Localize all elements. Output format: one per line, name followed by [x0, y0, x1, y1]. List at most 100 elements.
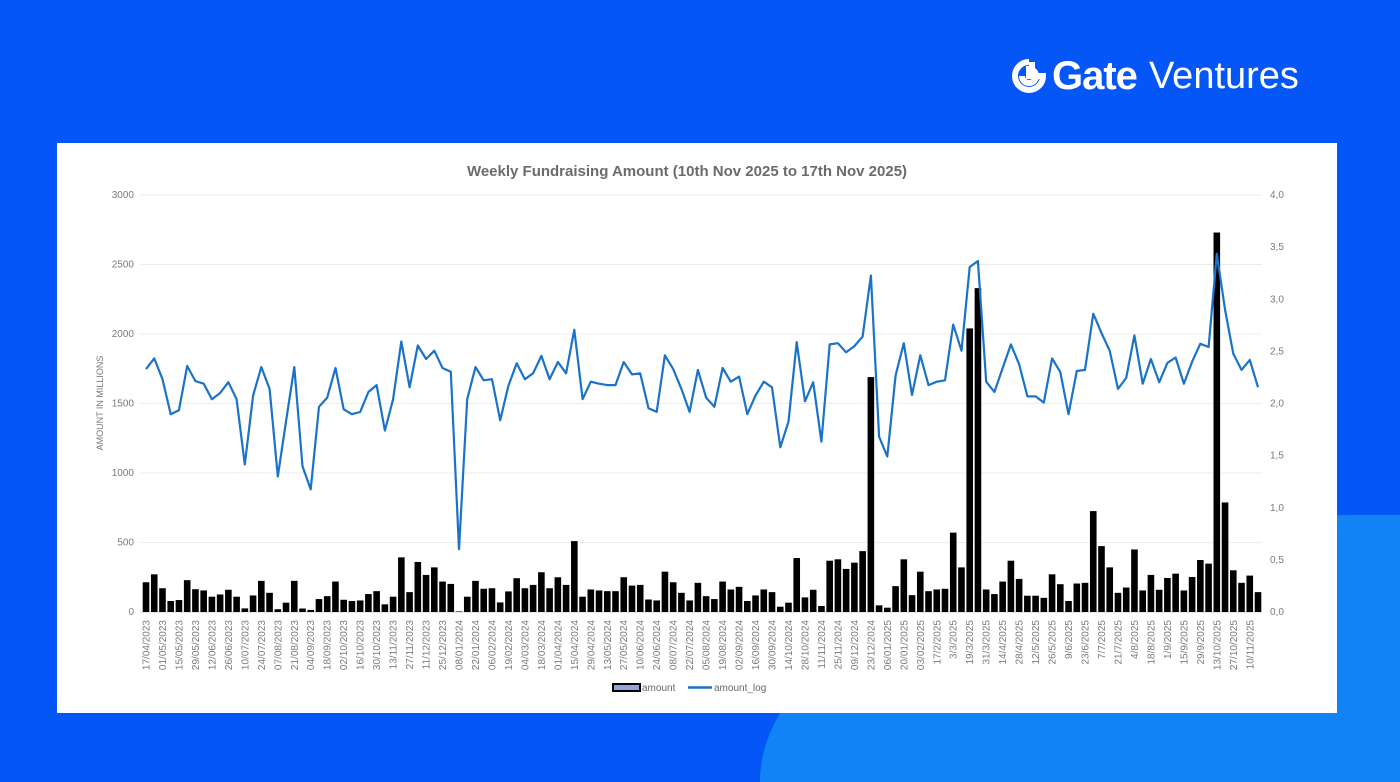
bar-amount: [571, 541, 578, 612]
x-tick-label: 23/6/2025: [1081, 620, 1092, 665]
legend-swatch-amount: [612, 683, 641, 692]
bar-amount: [150, 574, 158, 612]
bar-amount: [447, 583, 455, 612]
bar-amount: [315, 599, 323, 612]
x-tick-label: 14/10/2024: [784, 620, 795, 670]
bar-amount: [1155, 589, 1163, 612]
bar-amount: [719, 581, 726, 612]
y-tick-label: 2000: [112, 329, 135, 340]
chart-panel: [57, 143, 1337, 713]
bar-amount: [801, 597, 809, 612]
bar-amount: [159, 588, 166, 612]
x-tick-label: 15/9/2025: [1179, 620, 1190, 665]
bar-amount: [603, 591, 611, 612]
bar-amount: [1024, 595, 1031, 612]
bar-amount: [859, 551, 866, 612]
bar-amount: [1213, 232, 1221, 612]
x-tick-label: 11/11/2024: [817, 620, 828, 669]
x-tick-label: 26/06/2023: [224, 620, 235, 670]
bar-amount: [628, 585, 636, 612]
bar-amount: [620, 577, 628, 612]
bar-amount: [422, 574, 430, 612]
bar-amount: [496, 602, 504, 612]
x-tick-label: 06/02/2024: [487, 620, 498, 670]
bar-amount: [645, 599, 652, 612]
x-tick-label: 18/03/2024: [537, 620, 548, 670]
gate-ventures-logo: Gate Ventures: [1012, 56, 1299, 96]
y2-tick-label: 2,0: [1270, 399, 1284, 410]
bar-amount: [1106, 567, 1114, 612]
bar-amount: [356, 600, 364, 612]
bar-amount: [249, 595, 257, 612]
bar-amount: [381, 604, 389, 612]
x-tick-label: 05/08/2024: [702, 620, 713, 670]
legend-label-amount-log: amount_log: [714, 683, 766, 694]
bar-amount: [875, 605, 883, 612]
bar-amount: [348, 601, 356, 612]
bar-amount: [513, 578, 520, 612]
x-tick-label: 01/04/2024: [553, 620, 564, 670]
x-tick-label: 31/3/2025: [982, 620, 993, 665]
bar-amount: [760, 589, 768, 612]
x-tick-label: 20/01/2025: [899, 620, 910, 670]
x-tick-label: 30/10/2023: [372, 620, 383, 670]
bar-amount: [505, 591, 512, 612]
gate-logo-icon: [1012, 59, 1046, 93]
x-tick-label: 16/09/2024: [751, 620, 762, 670]
bar-amount: [653, 600, 660, 612]
y-tick-label: 3000: [112, 190, 135, 201]
logo-text-ventures: Ventures: [1148, 55, 1299, 97]
x-tick-label: 14/4/2025: [998, 620, 1009, 665]
y2-tick-label: 2,5: [1270, 346, 1284, 357]
bar-amount: [406, 592, 413, 612]
bar-amount: [958, 567, 965, 612]
bar-amount: [974, 288, 982, 612]
x-tick-label: 29/9/2025: [1196, 620, 1207, 665]
bar-amount: [612, 591, 619, 612]
bar-amount: [933, 589, 941, 612]
bar-amount: [1032, 595, 1039, 612]
bar-amount: [1114, 592, 1122, 612]
bar-amount: [472, 580, 479, 612]
y2-tick-label: 3,5: [1270, 242, 1284, 253]
y2-tick-label: 0,5: [1270, 555, 1284, 566]
x-tick-label: 30/09/2024: [768, 620, 779, 670]
bar-amount: [183, 580, 191, 612]
bar-amount: [1098, 546, 1105, 612]
bar-amount: [1221, 502, 1229, 612]
bar-amount: [785, 602, 792, 612]
bar-amount: [307, 609, 315, 612]
x-tick-label: 19/02/2024: [504, 620, 515, 670]
bar-amount: [826, 560, 833, 612]
bar-amount: [793, 558, 801, 612]
y2-tick-label: 4,0: [1270, 190, 1284, 201]
bar-amount: [744, 601, 751, 612]
bar-amount: [1081, 582, 1089, 612]
bar-amount: [884, 607, 891, 612]
x-tick-label: 27/10/2025: [1229, 620, 1240, 670]
x-tick-label: 29/05/2023: [191, 620, 202, 670]
x-tick-label: 09/12/2024: [850, 620, 861, 670]
bar-amount: [1147, 574, 1155, 612]
bar-amount: [982, 589, 990, 612]
y-tick-label: 1500: [112, 399, 135, 410]
x-tick-label: 29/04/2024: [586, 620, 597, 670]
x-tick-label: 23/12/2024: [866, 620, 877, 670]
x-tick-label: 18/09/2023: [323, 620, 334, 670]
bar-amount: [430, 567, 438, 612]
x-tick-label: 7/7/2025: [1097, 620, 1108, 659]
x-tick-label: 13/11/2023: [389, 620, 400, 670]
logo-text-gate: Gate: [1052, 54, 1138, 98]
bar-amount: [809, 589, 817, 612]
bar-amount: [398, 557, 405, 612]
bar-amount: [167, 601, 175, 612]
bar-amount: [1065, 601, 1072, 612]
bar-amount: [900, 559, 908, 612]
bar-amount: [529, 584, 537, 612]
x-tick-label: 12/5/2025: [1031, 620, 1042, 665]
y2-tick-label: 0,0: [1270, 607, 1284, 618]
bar-amount: [991, 594, 998, 612]
bar-amount: [686, 600, 693, 612]
bar-amount: [949, 532, 957, 612]
bar-amount: [776, 606, 784, 612]
